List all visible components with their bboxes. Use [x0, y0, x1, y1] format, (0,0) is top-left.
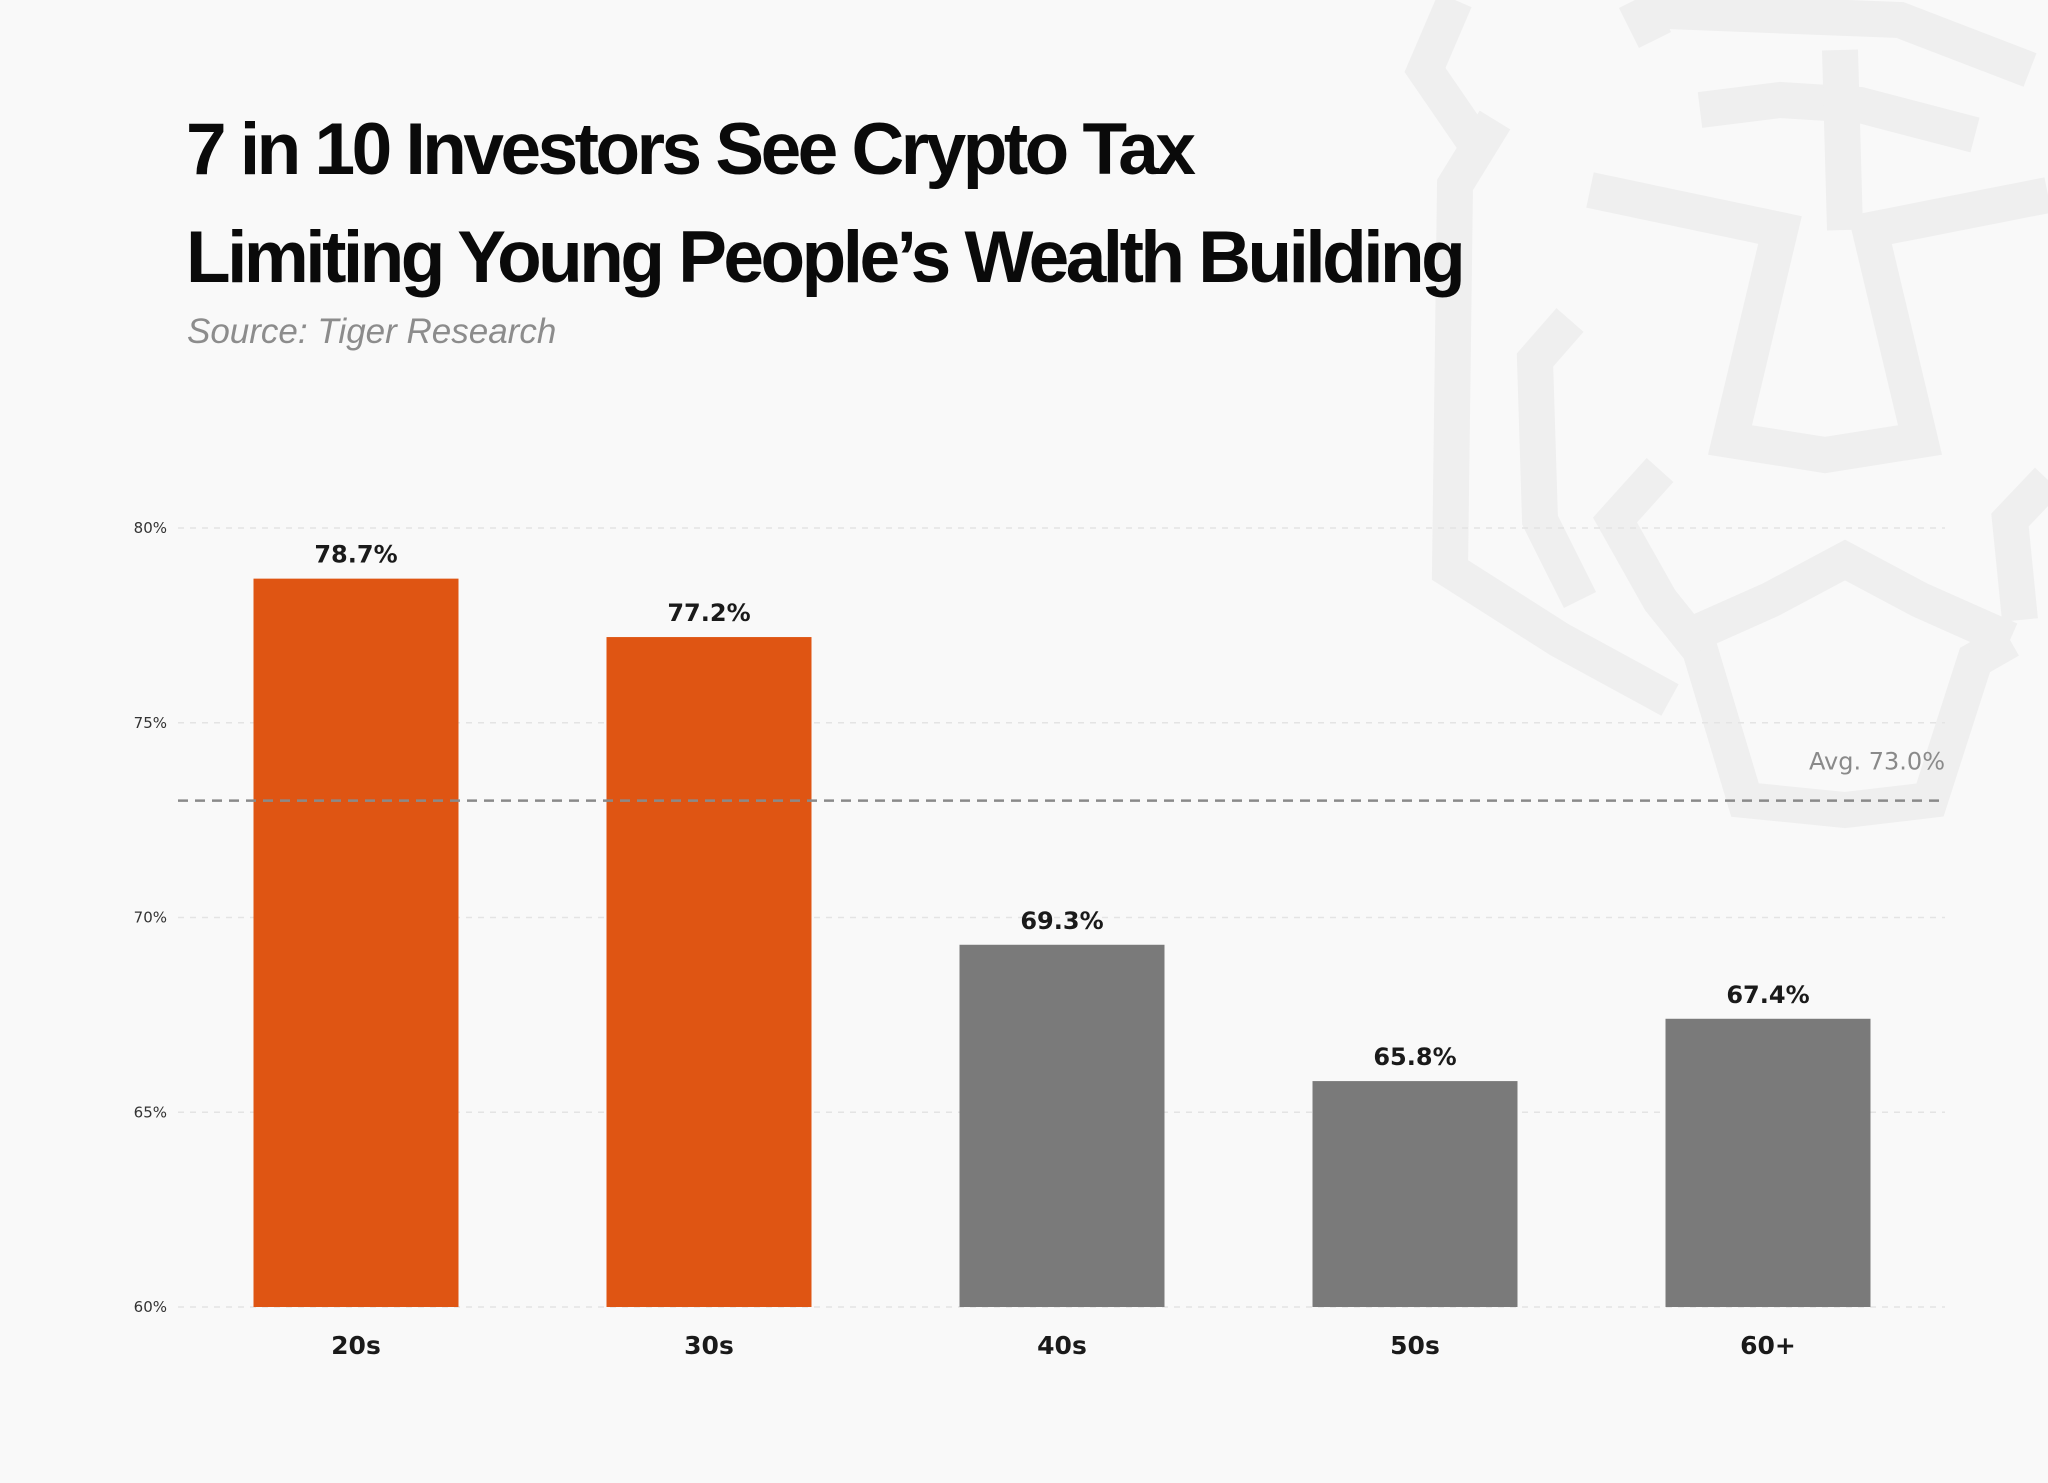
- bar-20s: [253, 578, 459, 1307]
- y-tick-label: 70%: [134, 909, 167, 927]
- bar-50s: [1312, 1081, 1518, 1307]
- x-tick-label: 40s: [1037, 1331, 1087, 1360]
- bars: [253, 578, 1871, 1307]
- labels: 60% 65% 70% 75% 80% 78.7% 20s 77.2% 30s 69.3% 40s 6…: [134, 519, 1945, 1360]
- bar-40s: [959, 944, 1165, 1307]
- y-tick-label: 60%: [134, 1298, 167, 1316]
- bar-60+: [1665, 1018, 1871, 1307]
- value-label: 77.2%: [667, 599, 750, 627]
- chart-title-line-2: Limiting Young People’s Wealth Building: [186, 217, 1466, 298]
- value-label: 78.7%: [314, 541, 397, 569]
- chart-title-line-1: 7 in 10 Investors See Crypto Tax: [186, 109, 1196, 190]
- value-label: 67.4%: [1726, 981, 1809, 1009]
- x-tick-label: 60+: [1740, 1331, 1796, 1360]
- x-tick-label: 30s: [684, 1331, 734, 1360]
- average-label: Avg. 73.0%: [1809, 748, 1945, 776]
- value-label: 69.3%: [1020, 907, 1103, 935]
- chart-source: Source: Tiger Research: [187, 312, 557, 351]
- bar-30s: [606, 637, 812, 1307]
- value-label: 65.8%: [1373, 1043, 1456, 1071]
- x-tick-label: 50s: [1390, 1331, 1440, 1360]
- x-tick-label: 20s: [331, 1331, 381, 1360]
- y-tick-label: 75%: [134, 714, 167, 732]
- y-tick-label: 80%: [134, 519, 167, 537]
- y-tick-label: 65%: [134, 1103, 167, 1121]
